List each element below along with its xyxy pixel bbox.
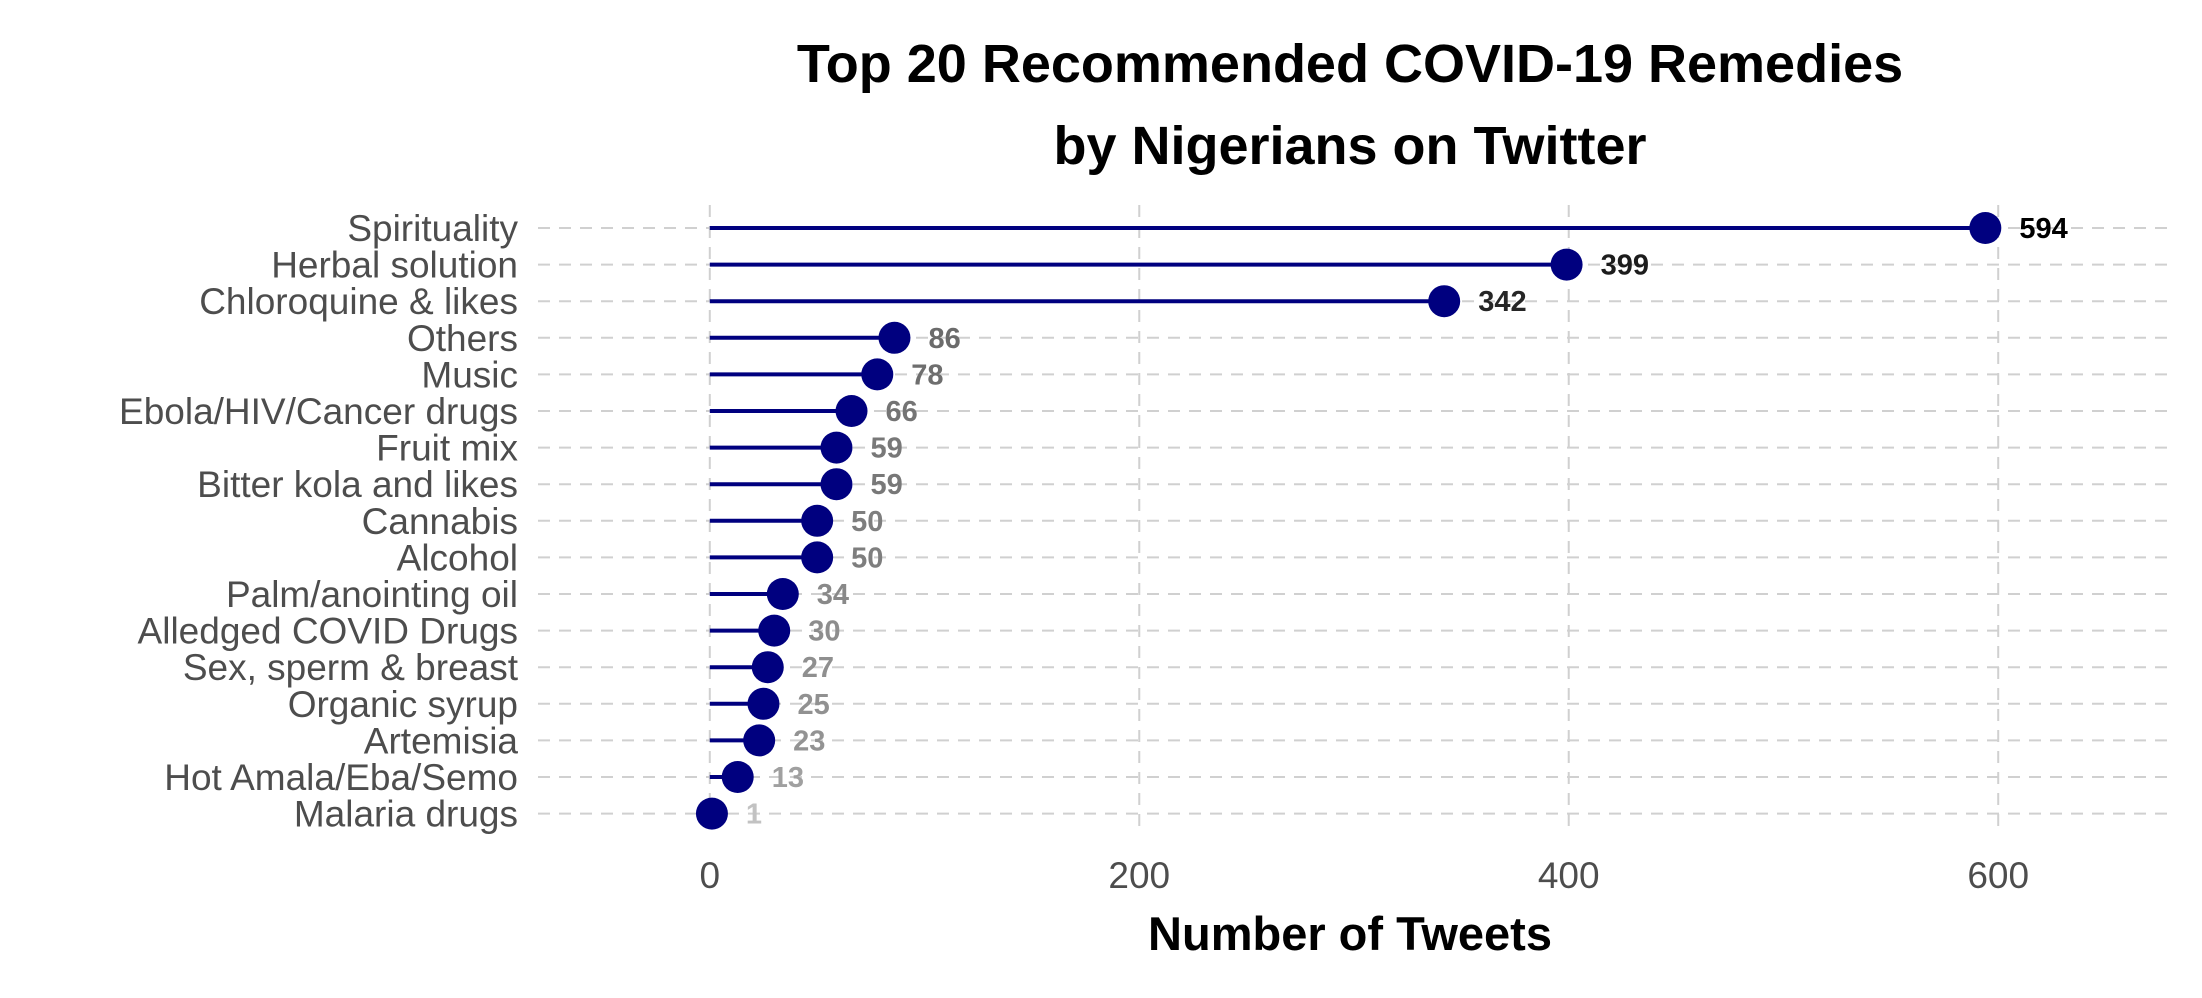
x-tick-label: 200 [1108, 855, 1170, 896]
lollipop-point [747, 687, 780, 720]
lollipop-points [695, 212, 2002, 830]
category-label: Fruit mix [376, 428, 518, 469]
value-label: 59 [870, 469, 902, 501]
value-label: 30 [808, 616, 840, 648]
value-label: 342 [1478, 286, 1526, 318]
category-label: Palm/anointing oil [226, 574, 518, 615]
category-label: Malaria drugs [294, 794, 518, 835]
x-axis-title: Number of Tweets [1148, 907, 1552, 960]
value-label: 59 [870, 433, 902, 465]
value-label: 50 [851, 542, 883, 574]
chart-title-line-2: by Nigerians on Twitter [1053, 116, 1646, 176]
category-label: Music [421, 354, 518, 395]
value-label: 78 [911, 359, 943, 391]
chart-title-line-1: Top 20 Recommended COVID-19 Remedies [797, 34, 1903, 94]
lollipop-point [878, 321, 911, 354]
lollipop-point [820, 431, 853, 464]
lollipop-point [766, 578, 799, 610]
category-label: Sex, sperm & breast [183, 647, 519, 688]
value-label: 86 [928, 323, 960, 355]
category-label: Hot Amala/Eba/Semo [164, 757, 518, 798]
lollipop-point [835, 395, 868, 427]
category-label: Spirituality [347, 208, 518, 249]
category-label: Alcohol [397, 537, 518, 578]
value-label: 594 [2019, 213, 2067, 245]
lollipop-point [721, 761, 754, 793]
lollipop-point [861, 358, 894, 391]
lollipop-point [801, 504, 834, 537]
value-label: 13 [772, 762, 804, 794]
lollipop-point [820, 468, 853, 501]
lollipop-point [758, 614, 791, 647]
lollipop-point [751, 651, 784, 684]
value-label: 23 [793, 725, 825, 757]
x-tick-label: 0 [700, 855, 721, 896]
value-label: 27 [802, 652, 834, 684]
lollipop-point [1550, 248, 1583, 281]
value-label: 399 [1601, 250, 1649, 282]
x-tick-label: 600 [1967, 855, 2029, 896]
category-label: Alledged COVID Drugs [138, 611, 518, 652]
value-label: 66 [886, 396, 918, 428]
value-label: 25 [797, 689, 829, 721]
category-label: Bitter kola and likes [197, 464, 518, 505]
value-label: 1 [746, 799, 762, 831]
category-label: Organic syrup [288, 684, 518, 725]
category-label: Others [407, 318, 518, 359]
lollipop-point [695, 797, 728, 830]
lollipop-stems [709, 226, 1986, 816]
category-label: Cannabis [362, 501, 518, 542]
x-tick-labels: 0 200 400 600 [700, 855, 2030, 896]
gridlines [538, 205, 2170, 835]
lollipop-point [801, 541, 834, 574]
chart-title: Top 20 Recommended COVID-19 Remedies by … [797, 34, 1903, 176]
lollipop-point [1428, 285, 1461, 318]
category-label: Herbal solution [271, 245, 518, 286]
value-label: 50 [851, 506, 883, 538]
lollipop-point [743, 724, 776, 757]
category-label: Ebola/HIV/Cancer drugs [119, 391, 518, 432]
value-label: 34 [817, 579, 849, 611]
category-label: Chloroquine & likes [199, 281, 518, 322]
x-tick-label: 400 [1538, 855, 1600, 896]
lollipop-point [1969, 212, 2002, 244]
category-label: Artemisia [364, 720, 519, 761]
